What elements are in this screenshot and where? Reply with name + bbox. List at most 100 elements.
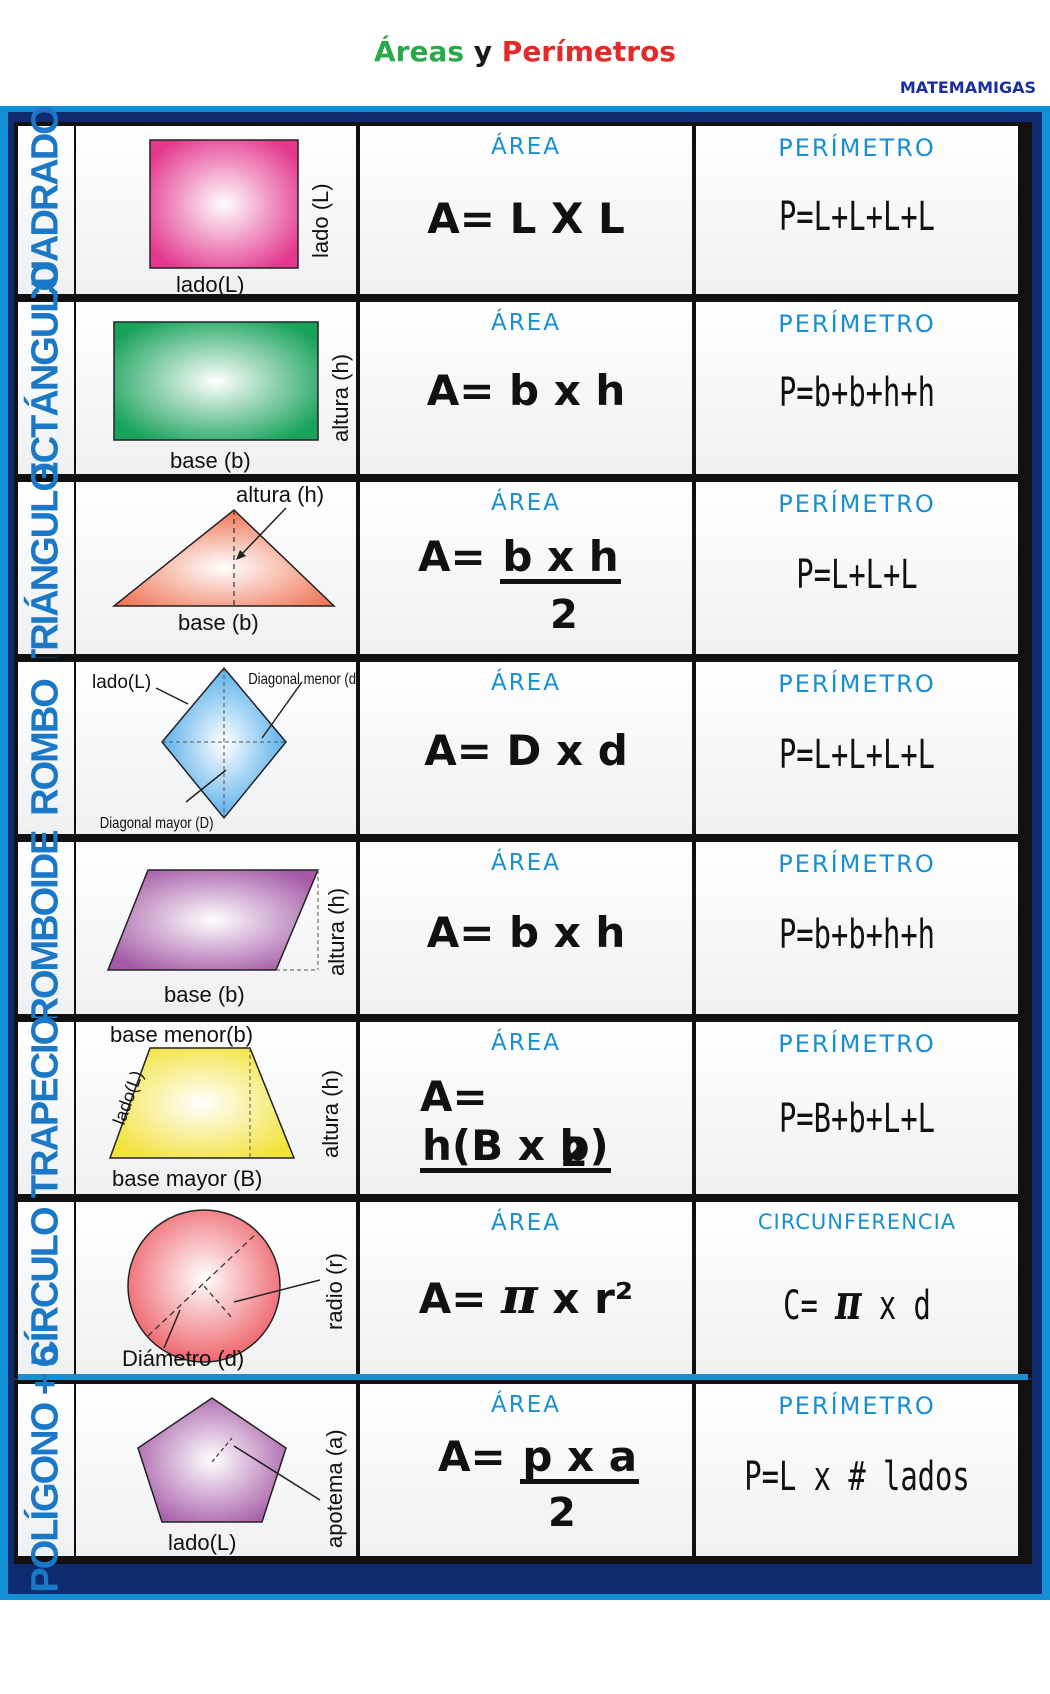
rectangle-figure: altura (h) base (b)	[113, 321, 353, 473]
perimeter-cell: PERÍMETRO P=L+L+L	[696, 482, 1018, 654]
area-prefix: A=	[420, 1072, 488, 1121]
shape-name-cell: ROMBO	[18, 662, 74, 834]
shape-name: TRIÁNGULO	[24, 464, 67, 672]
area-cell: ÁREA A= D x d	[360, 662, 692, 834]
area-header: ÁREA	[491, 1210, 561, 1236]
area-cell: ÁREA A= h(B x b) 2	[360, 1022, 692, 1194]
perimeter-header: PERÍMETRO	[778, 670, 936, 698]
label-radius: radio (r)	[322, 1253, 347, 1330]
area-formula: A= b x h	[426, 908, 626, 957]
area-header: ÁREA	[491, 1030, 561, 1056]
title-areas: Áreas	[374, 35, 465, 68]
pi-symbol: π	[501, 1266, 538, 1325]
perimeter-cell: PERÍMETRO P=L+L+L+L	[696, 126, 1018, 294]
pentagon-shape	[137, 1397, 287, 1523]
circumference-header: CIRCUNFERENCIA	[757, 1210, 957, 1234]
trapezoid-figure: base menor(b) lado(L) altura (h) base ma…	[108, 1022, 343, 1191]
per-rest: x d	[878, 1283, 931, 1329]
trapezoid-shape	[108, 1047, 296, 1159]
area-formula: A= b x h	[426, 366, 626, 415]
rectangle-shape	[113, 321, 319, 441]
area-formula: A= p x a	[438, 1432, 640, 1484]
row-romboide: ROMBOIDE altura (h) base (b) ÁREA A= b x…	[14, 832, 1032, 1025]
figure-cell: base menor(b) lado(L) altura (h) base ma…	[76, 1022, 356, 1194]
area-numerator: p x a	[520, 1435, 640, 1484]
shape-name: POLÍGONO + 5	[24, 1347, 67, 1593]
pi-symbol: π	[835, 1272, 862, 1331]
title-perimetros: Perímetros	[501, 35, 676, 68]
figure-cell: apotema (a) lado(L)	[76, 1384, 356, 1556]
area-header: ÁREA	[491, 134, 561, 160]
square-shape	[149, 139, 299, 269]
row-rectangulo: RECTÁNGULO altura (h) base (b) ÁREA A= b…	[14, 264, 1032, 512]
radius-pointer	[233, 1279, 321, 1303]
label-height: altura (h)	[328, 354, 353, 442]
header: Áreas y Perímetros MATEMAMIGAS	[0, 0, 1050, 105]
area-cell: ÁREA A= b x h	[360, 302, 692, 474]
area-denominator: 2	[548, 1490, 576, 1536]
perimeter-formula: P=L+L+L	[796, 552, 918, 598]
area-prefix: A=	[418, 1274, 487, 1323]
row-trapecio: TRAPECIO base menor(b) lado(L) altura (h…	[14, 1018, 1032, 1198]
square-figure: lado (L) lado(L)	[149, 139, 333, 297]
shape-name: ROMBO	[24, 680, 67, 816]
label-base-major: base mayor (B)	[112, 1166, 262, 1191]
perimeter-formula: P=L+L+L+L	[778, 194, 936, 240]
rhomboid-figure: altura (h) base (b)	[106, 869, 349, 1007]
area-denominator: 2	[560, 1130, 588, 1176]
perimeter-formula: P=L+L+L+L	[778, 732, 936, 778]
label-height: altura (h)	[236, 482, 324, 507]
area-header: ÁREA	[491, 310, 561, 336]
label-side: lado(L)	[92, 672, 151, 693]
major-pointer	[185, 769, 227, 803]
perimeter-cell: PERÍMETRO P=b+b+h+h	[696, 302, 1018, 474]
shape-name-cell: TRAPECIO	[18, 1018, 74, 1198]
label-side: lado(L)	[168, 1530, 236, 1555]
shape-name: ROMBOIDE	[24, 831, 67, 1025]
pentagon-figure: apotema (a) lado(L)	[137, 1397, 347, 1555]
label-minor-diagonal: Diagonal menor (d)	[248, 671, 356, 688]
area-cell: ÁREA A= L X L	[360, 126, 692, 294]
label-height: altura (h)	[318, 1070, 343, 1158]
label-base: base (b)	[170, 448, 251, 473]
section-separator	[18, 1374, 1028, 1380]
area-cell: ÁREA A= b x h	[360, 842, 692, 1014]
area-header: ÁREA	[491, 850, 561, 876]
figure-cell: altura (h) base (b)	[76, 842, 356, 1014]
shape-name-cell: RECTÁNGULO	[18, 264, 74, 512]
label-major-diagonal: Diagonal mayor (D)	[100, 815, 214, 832]
page-title: Áreas y Perímetros	[0, 35, 1050, 68]
area-cell: ÁREA A= p x a 2	[360, 1384, 692, 1556]
label-base: base (b)	[164, 982, 245, 1007]
circle-figure: radio (r) Diámetro (d)	[122, 1209, 347, 1371]
perimeter-header: PERÍMETRO	[778, 134, 936, 162]
circle-shape	[127, 1209, 281, 1363]
perimeter-formula: P=b+b+h+h	[778, 912, 936, 958]
area-prefix: A=	[438, 1432, 506, 1481]
perimeter-header: PERÍMETRO	[778, 850, 936, 878]
row-rombo: ROMBO lado(L) Diagonal menor (d) Diagona…	[14, 658, 1032, 838]
perimeter-cell: PERÍMETRO P=b+b+h+h	[696, 842, 1018, 1014]
figure-cell: lado(L) Diagonal menor (d) Diagonal mayo…	[76, 662, 360, 834]
title-y: y	[473, 35, 493, 68]
perimeter-formula: P=L x # lados	[744, 1454, 970, 1500]
label-side-vertical: lado (L)	[308, 183, 333, 258]
area-denominator: 2	[550, 592, 578, 638]
per-prefix: C=	[783, 1283, 818, 1329]
perimeter-cell: CIRCUNFERENCIA C= π x d	[696, 1202, 1018, 1374]
row-triangulo: TRIÁNGULO altura (h) base (b) ÁREA A=	[14, 464, 1032, 672]
figure-cell: lado (L) lado(L)	[76, 126, 356, 297]
perimeter-header: PERÍMETRO	[778, 1030, 936, 1058]
figure-cell: altura (h) base (b)	[76, 302, 356, 474]
area-numerator: b x h	[500, 535, 621, 584]
row-circulo: CÍRCULO radio (r) Diámetro (d) ÁREA	[14, 1198, 1032, 1378]
shape-name-cell: CUADRADO	[18, 107, 74, 313]
arrow-head	[236, 550, 246, 560]
perimeter-header: PERÍMETRO	[778, 310, 936, 338]
apothem-pointer	[233, 1445, 321, 1501]
area-cell: ÁREA A= π x r²	[360, 1202, 692, 1374]
label-base-minor: base menor(b)	[110, 1022, 253, 1047]
area-cell: ÁREA A= b x h 2	[360, 482, 692, 654]
shape-name: TRAPECIO	[24, 1017, 67, 1199]
area-header: ÁREA	[491, 670, 561, 696]
